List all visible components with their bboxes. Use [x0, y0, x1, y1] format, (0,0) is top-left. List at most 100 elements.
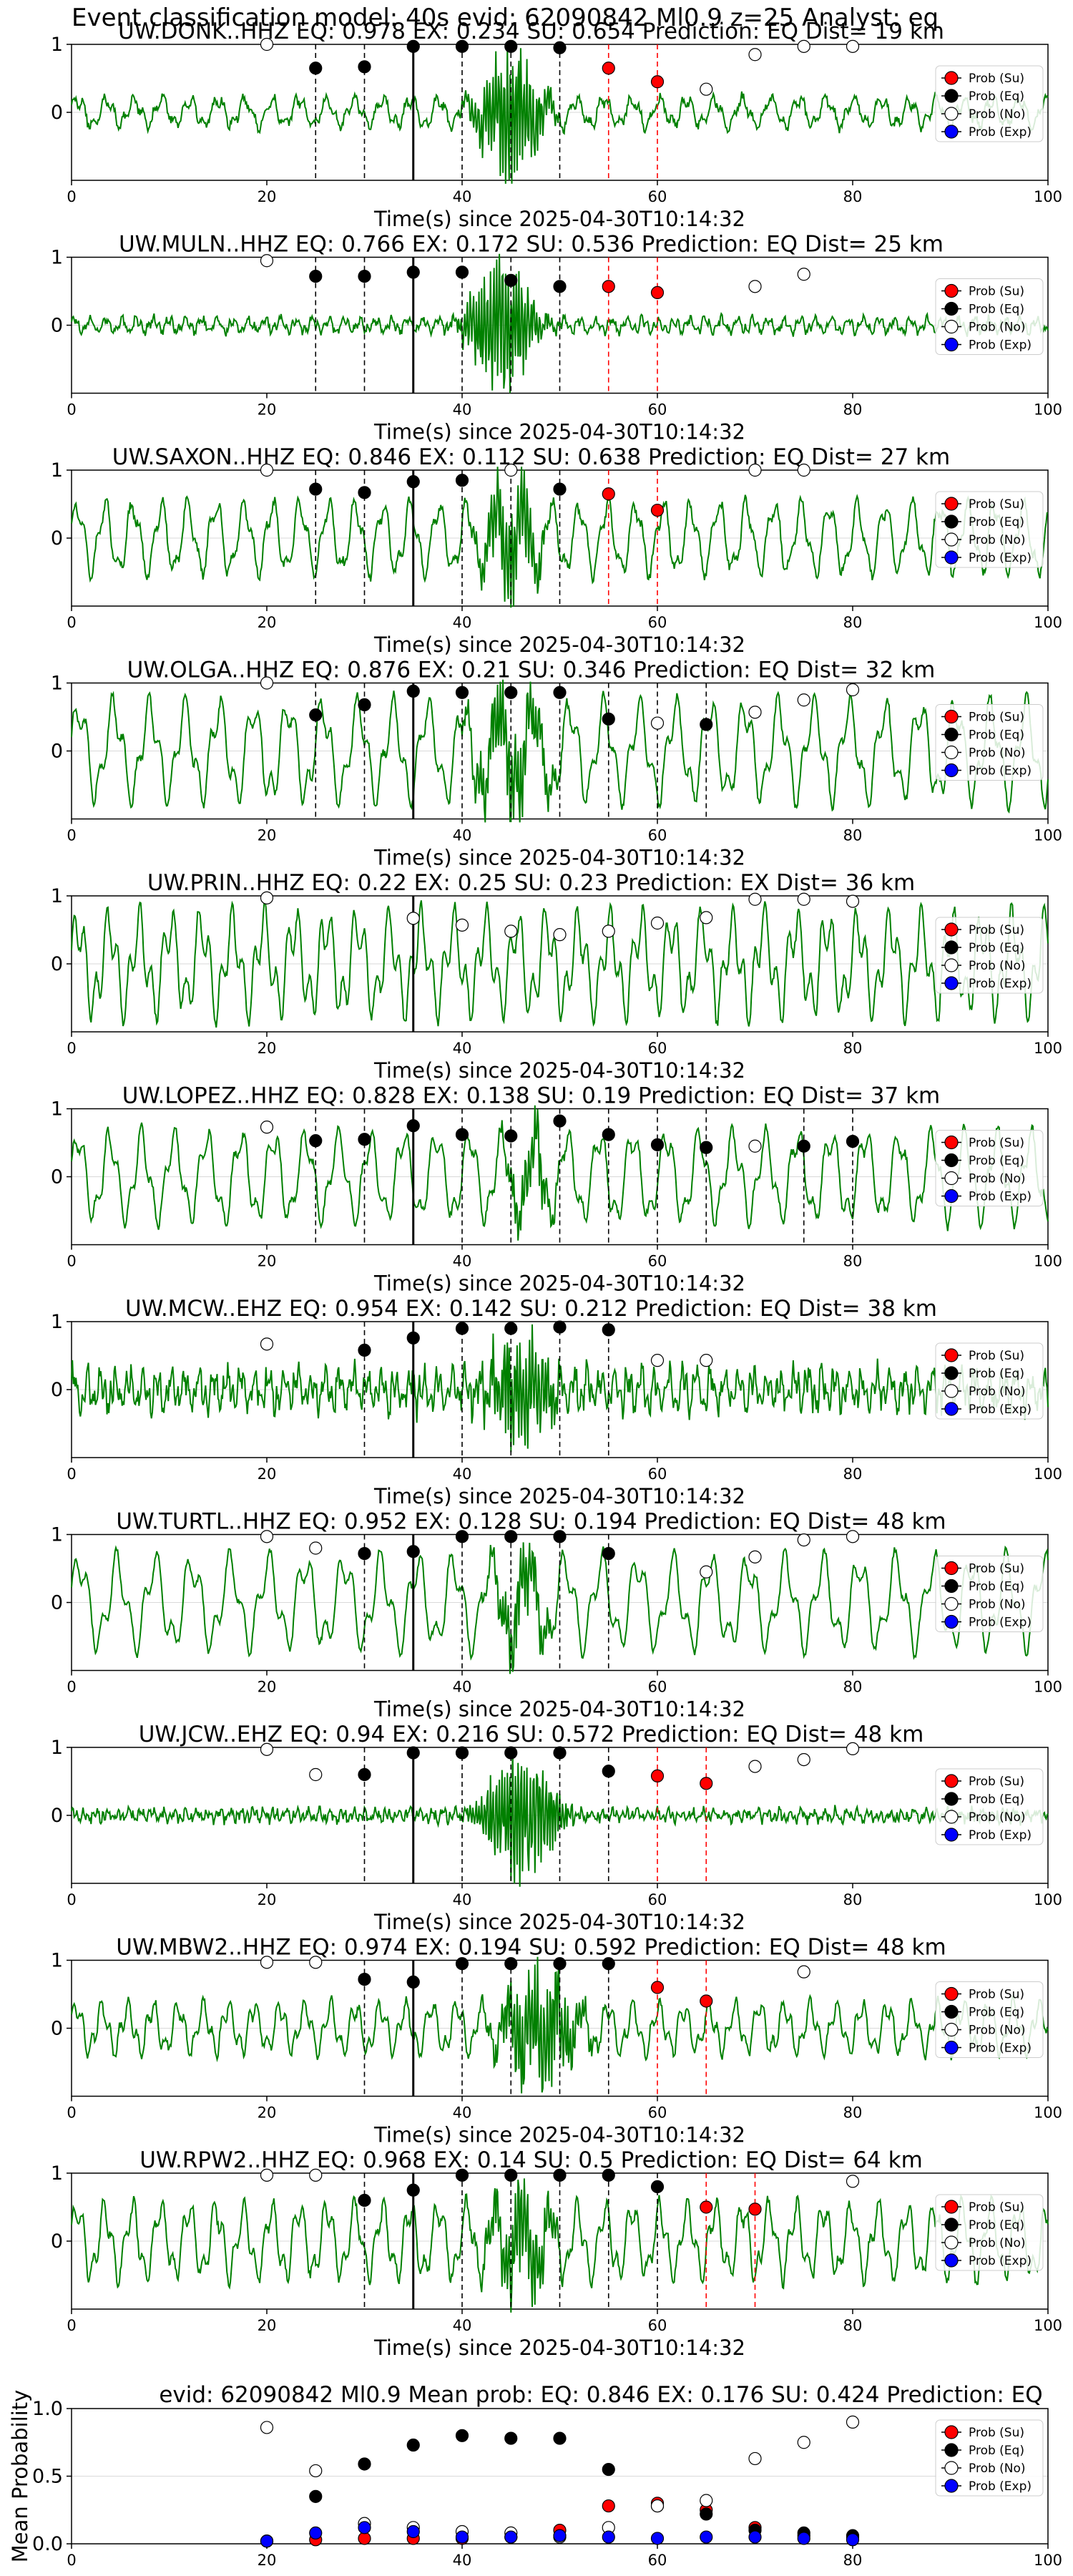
mean-prob-point-eq — [455, 2429, 469, 2442]
seismogram-trace — [71, 467, 1049, 608]
legend-label: Prob (Eq) — [969, 2006, 1024, 2020]
x-tick-label: 60 — [648, 1465, 667, 1483]
y-tick-label: 1 — [51, 247, 63, 269]
x-tick-label: 60 — [648, 2104, 667, 2122]
x-axis-label: Time(s) since 2025-04-30T10:14:32 — [373, 2123, 745, 2147]
mean-prob-point-exp — [455, 2530, 469, 2544]
prob-point-no — [797, 268, 810, 281]
legend-marker-eq — [944, 2443, 959, 2457]
prob-point-no — [748, 1550, 762, 1563]
prob-point-eq — [650, 1138, 665, 1151]
legend-label: Prob (Eq) — [969, 2444, 1024, 2458]
mean-prob-point-no — [797, 2436, 810, 2449]
prob-point-eq — [309, 482, 323, 496]
prob-point-no — [650, 716, 665, 730]
mean-prob-point-exp — [846, 2533, 860, 2547]
prob-point-eq — [406, 1545, 420, 1558]
mean-prob-point-eq — [504, 2431, 518, 2445]
x-tick-label: 100 — [1034, 1465, 1062, 1483]
prob-point-eq — [455, 1322, 469, 1335]
legend-marker-no — [944, 2461, 959, 2475]
prob-point-no — [406, 912, 420, 925]
legend-label: Prob (Exp) — [969, 1402, 1032, 1417]
legend-label: Prob (No) — [969, 746, 1026, 761]
y-tick-label: 0 — [51, 102, 63, 124]
legend-marker-su — [944, 1561, 959, 1576]
x-axis-label: Time(s) since 2025-04-30T10:14:32 — [373, 2336, 745, 2360]
mean-prob-point-exp — [504, 2530, 518, 2544]
mean-prob-point-exp — [553, 2529, 567, 2542]
legend-marker-no — [944, 1384, 959, 1398]
legend-marker-no — [944, 319, 959, 334]
prob-point-no — [748, 48, 762, 62]
y-tick-label: 0 — [51, 1166, 63, 1189]
mean-prob-point-no — [748, 2451, 762, 2466]
mean-prob-point-eq — [700, 2507, 713, 2521]
prob-point-no — [260, 891, 274, 904]
prob-point-no — [455, 918, 469, 932]
prob-point-no — [748, 1760, 762, 1773]
legend-box — [935, 1556, 1044, 1632]
seismogram-trace — [71, 899, 1049, 1028]
prob-point-eq — [309, 62, 323, 75]
x-tick-label: 80 — [843, 1040, 863, 1057]
prob-point-no — [846, 894, 860, 908]
legend-label: Prob (Exp) — [969, 2479, 1032, 2494]
prob-point-no — [602, 924, 615, 938]
prob-point-su — [650, 75, 665, 89]
prob-point-no — [700, 82, 713, 96]
prob-point-no — [260, 463, 274, 477]
legend-marker-exp — [944, 2253, 959, 2268]
prob-point-eq — [846, 1134, 860, 1148]
mean-prob-point-no — [700, 2494, 713, 2507]
x-tick-label: 40 — [453, 827, 472, 844]
x-tick-label: 100 — [1034, 188, 1062, 205]
prob-point-no — [700, 911, 713, 924]
legend-label: Prob (Exp) — [969, 1616, 1032, 1630]
y-tick-label: 1 — [51, 2162, 63, 2185]
prob-point-eq — [406, 1331, 420, 1345]
y-tick-label: 0 — [51, 2230, 63, 2253]
x-tick-label: 40 — [453, 2552, 472, 2569]
x-tick-label: 20 — [258, 1679, 277, 1696]
mean-prob-point-no — [650, 2499, 665, 2513]
x-axis-label: Time(s) since 2025-04-30T10:14:32 — [373, 1484, 745, 1508]
prob-point-no — [260, 1121, 274, 1134]
prob-point-no — [260, 1956, 274, 1969]
panel-title: UW.TURTL..HHZ EQ: 0.952 EX: 0.128 SU: 0.… — [116, 1509, 946, 1535]
legend-marker-no — [944, 958, 959, 972]
prob-point-eq — [358, 1133, 371, 1146]
y-tick-label: 0 — [51, 315, 63, 337]
x-tick-label: 20 — [258, 1465, 277, 1483]
legend-label: Prob (Exp) — [969, 977, 1032, 991]
x-tick-label: 0 — [67, 614, 76, 631]
legend-marker-exp — [944, 1614, 959, 1629]
mean-prob-point-exp — [406, 2524, 420, 2539]
x-tick-label: 20 — [258, 401, 277, 419]
x-tick-label: 60 — [648, 401, 667, 419]
x-tick-label: 20 — [258, 1040, 277, 1057]
x-tick-label: 20 — [258, 1891, 277, 1908]
legend-marker-exp — [944, 2040, 959, 2055]
panel-title: UW.MCW..EHZ EQ: 0.954 EX: 0.142 SU: 0.21… — [125, 1296, 937, 1322]
x-tick-label: 20 — [258, 614, 277, 631]
prob-point-su — [748, 2202, 762, 2216]
x-tick-label: 0 — [67, 1679, 76, 1696]
prob-point-no — [260, 37, 274, 52]
figure-title: Event classification model: 40s evid: 62… — [72, 4, 939, 32]
x-tick-label: 20 — [258, 2104, 277, 2122]
prob-point-eq — [358, 60, 371, 74]
legend-label: Prob (No) — [969, 1598, 1026, 1612]
prob-point-no — [309, 1541, 323, 1555]
x-axis-label: Time(s) since 2025-04-30T10:14:32 — [373, 846, 745, 870]
prob-point-no — [700, 1354, 713, 1367]
y-tick-label: 0 — [51, 953, 63, 975]
prob-point-eq — [553, 1746, 567, 1760]
x-tick-label: 0 — [67, 1891, 76, 1908]
x-tick-label: 80 — [843, 1679, 863, 1696]
mean-prob-point-exp — [748, 2530, 762, 2544]
prob-point-su — [602, 280, 615, 293]
prob-point-su — [650, 286, 665, 299]
prob-point-eq — [553, 2168, 567, 2182]
